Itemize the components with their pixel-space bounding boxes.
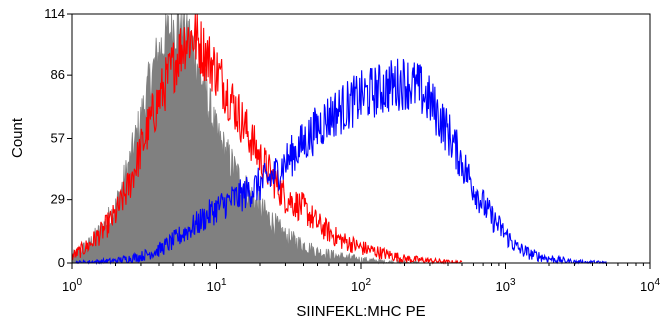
y-axis-title: Count — [9, 117, 26, 158]
x-tick-label: 102 — [351, 277, 371, 294]
x-tick-label: 103 — [495, 277, 515, 294]
y-tick-label: 86 — [51, 67, 65, 82]
x-tick-label: 104 — [640, 277, 660, 294]
x-tick-label: 100 — [62, 277, 82, 294]
y-tick-label: 29 — [51, 192, 65, 207]
x-tick-label: 101 — [206, 277, 226, 294]
y-tick-label: 57 — [51, 131, 65, 146]
x-axis-title: SIINFEKL:MHC PE — [296, 303, 425, 320]
axes-layer: 0 29 57 86 114 100 101 102 103 104 — [44, 6, 660, 294]
y-tick-label: 0 — [58, 255, 65, 270]
y-tick-label: 114 — [44, 6, 65, 21]
histogram-series-3 — [71, 58, 607, 266]
series-layer — [71, 13, 607, 266]
histogram-series-1 — [71, 13, 419, 265]
